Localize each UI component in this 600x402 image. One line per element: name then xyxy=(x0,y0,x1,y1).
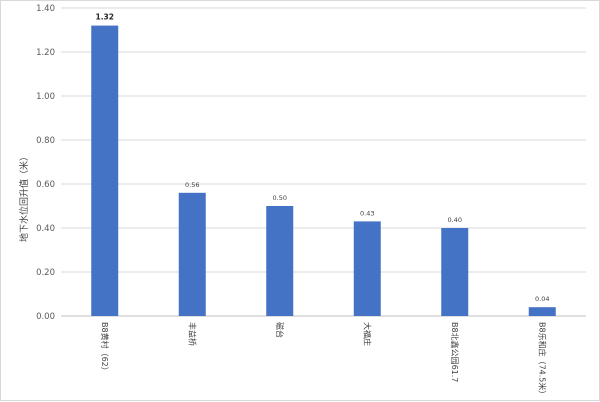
y-tick-label: 0.00 xyxy=(36,312,55,322)
category-label: B8北鑫公园61.7 xyxy=(450,322,460,382)
bar xyxy=(528,307,556,316)
data-labels: 1.32 0.56 0.50 0.43 0.40 0.04 xyxy=(95,13,549,304)
x-axis-categories: B8黄村（62） 丰益桥 磁台 大福庄 B8北鑫公园61.7 B8乐和庄（74.5米） xyxy=(100,322,548,398)
bars xyxy=(91,25,556,316)
y-axis-label: 地下水位回升值（米） xyxy=(18,152,30,242)
data-label: 0.56 xyxy=(185,181,199,189)
bar xyxy=(178,192,206,316)
bar xyxy=(441,228,469,316)
data-label: 0.04 xyxy=(535,295,549,303)
data-label: 1.32 xyxy=(95,13,114,22)
bar xyxy=(266,206,294,316)
y-tick-label: 1.00 xyxy=(36,92,55,102)
data-label: 0.43 xyxy=(360,209,374,217)
y-tick-label: 0.40 xyxy=(36,224,55,234)
gridlines xyxy=(61,7,586,317)
data-label: 0.40 xyxy=(448,216,462,224)
category-label: B8乐和庄（74.5米） xyxy=(537,322,547,398)
y-tick-label: 0.60 xyxy=(36,180,55,190)
y-tick-label: 1.20 xyxy=(36,48,55,58)
category-label: B8黄村（62） xyxy=(100,322,110,375)
y-axis-ticks: 0.00 0.20 0.40 0.60 0.80 1.00 1.20 1.40 xyxy=(36,4,55,322)
category-label: 磁台 xyxy=(275,322,285,338)
bar xyxy=(91,25,119,316)
y-tick-label: 1.40 xyxy=(36,4,55,14)
y-tick-label: 0.80 xyxy=(36,136,55,146)
y-tick-label: 0.20 xyxy=(36,268,55,278)
category-label: 丰益桥 xyxy=(187,322,197,346)
bar xyxy=(353,221,381,316)
category-label: 大福庄 xyxy=(362,322,372,346)
data-label: 0.50 xyxy=(273,194,287,202)
